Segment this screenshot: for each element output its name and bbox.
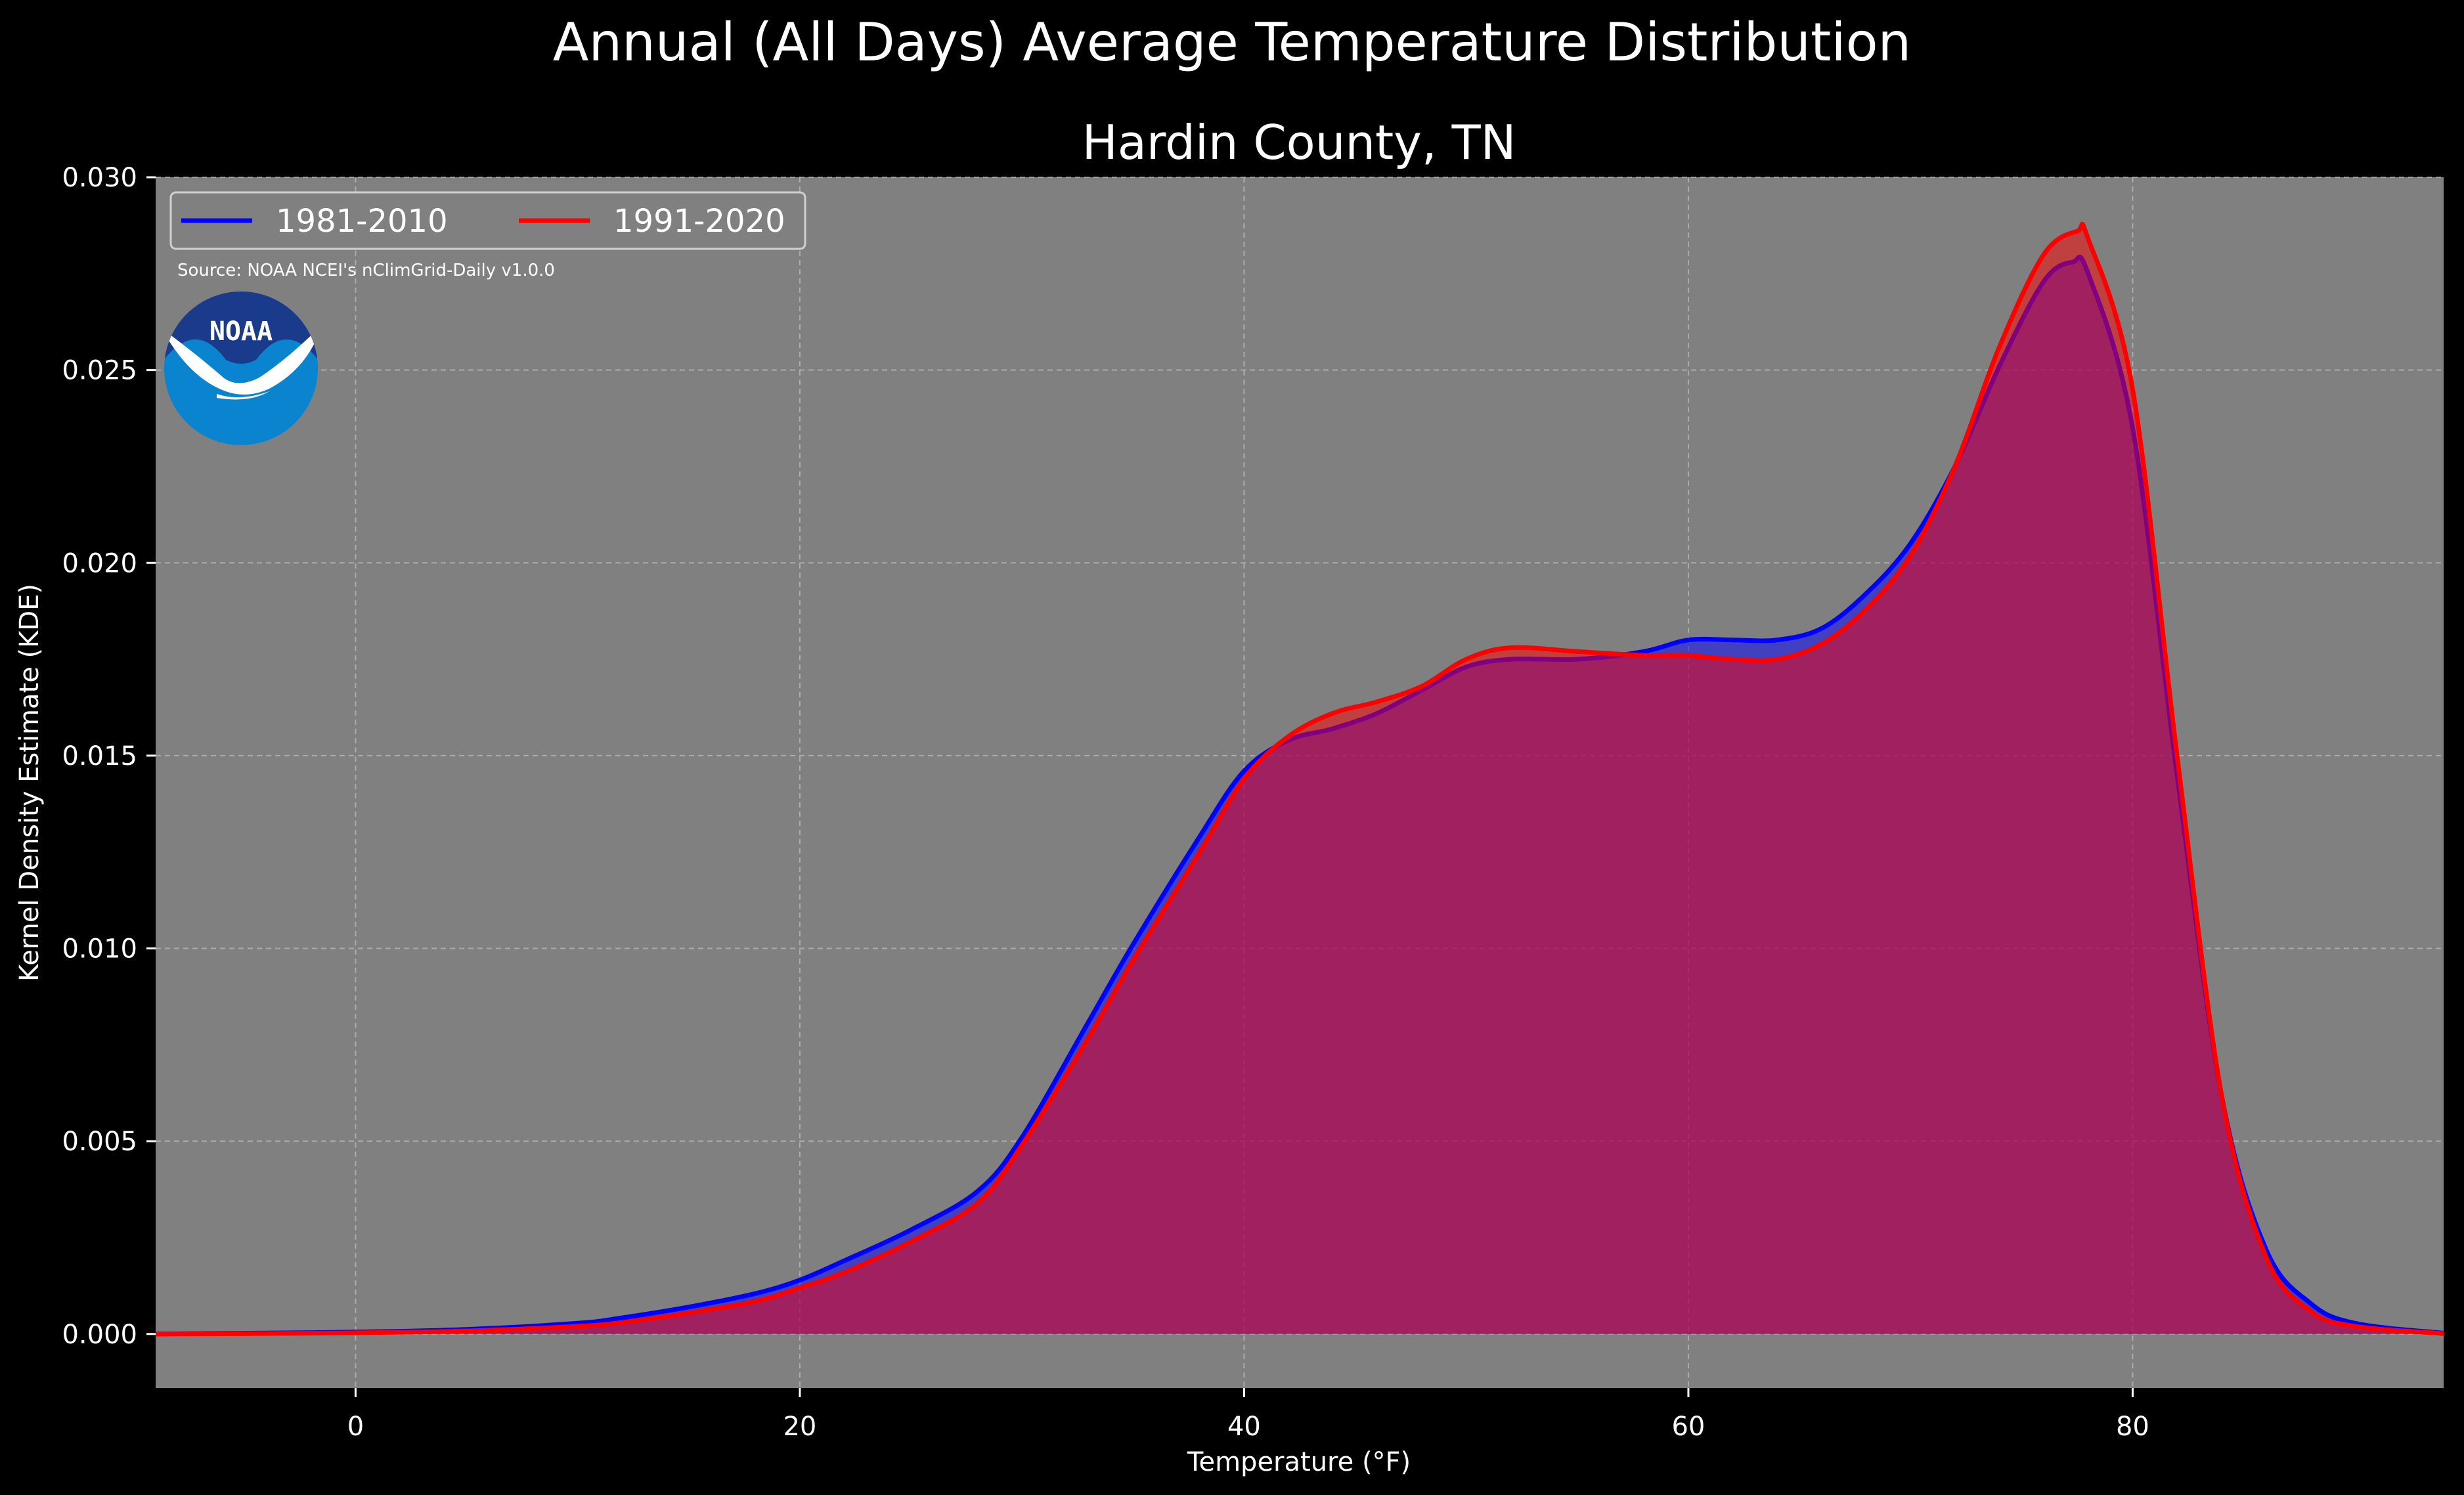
- area-1991-2020: [156, 224, 2444, 1334]
- line-1991-2020: [155, 221, 2444, 1337]
- noaa-logo-icon: NOAA: [164, 292, 318, 445]
- legend-box: [169, 191, 806, 250]
- noaa-bird-icon: [164, 325, 318, 395]
- legend-label-1981-2010: 1981-2010: [276, 203, 448, 240]
- source-note: Source: NOAA NCEI's nClimGrid-Daily v1.0…: [177, 261, 555, 280]
- noaa-logo-text: NOAA: [209, 316, 273, 347]
- y-tick-label: 0.020: [62, 548, 137, 578]
- x-tick-label: 40: [1227, 1412, 1261, 1442]
- y-tick-label: 0.005: [62, 1127, 137, 1157]
- legend: 1981-2010 1991-2020: [169, 191, 806, 250]
- legend-label-1991-2020: 1991-2020: [613, 203, 785, 240]
- y-axis: 0.000 0.005 0.010 0.015 0.020 0.025 0.030: [62, 163, 156, 1350]
- x-axis-label: Temperature (°F): [1187, 1447, 1411, 1477]
- x-tick-label: 60: [1671, 1412, 1705, 1442]
- y-tick-label: 0.025: [62, 356, 137, 386]
- chart-subtitle: Hardin County, TN: [1082, 115, 1516, 170]
- chart-title: Annual (All Days) Average Temperature Di…: [553, 12, 1911, 73]
- y-tick-label: 0.030: [62, 163, 137, 193]
- y-tick-label: 0.010: [62, 934, 137, 964]
- x-tick-label: 80: [2116, 1412, 2149, 1442]
- y-tick-label: 0.015: [62, 741, 137, 771]
- y-tick-label: 0.000: [62, 1320, 137, 1350]
- x-axis: 0 20 40 60 80: [347, 1388, 2149, 1442]
- x-tick-label: 0: [347, 1412, 364, 1442]
- x-tick-label: 20: [783, 1412, 816, 1442]
- y-axis-label: Kernel Density Estimate (KDE): [14, 584, 45, 982]
- series-layer: [155, 221, 2444, 1337]
